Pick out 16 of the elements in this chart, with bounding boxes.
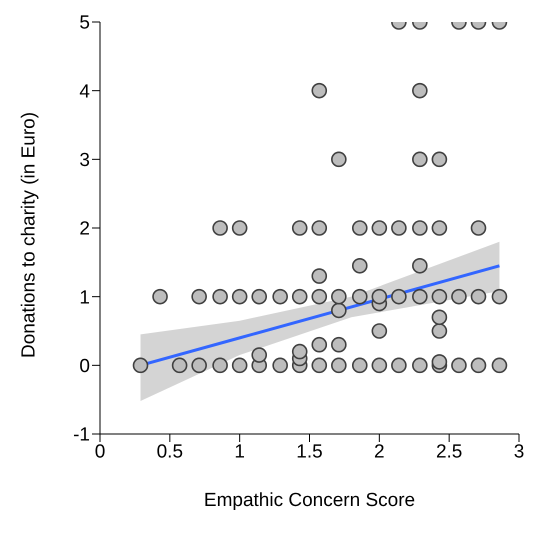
y-tick-label: 3 bbox=[79, 150, 90, 172]
y-tick-label: 0 bbox=[79, 356, 90, 378]
x-tick-label: 0.5 bbox=[156, 441, 184, 462]
y-tick-label: 1 bbox=[79, 287, 90, 308]
y-tick-label: 4 bbox=[79, 81, 90, 102]
x-tick-label: 0 bbox=[94, 441, 106, 462]
x-tick-label: 1.5 bbox=[296, 441, 323, 462]
y-tick-label: 2 bbox=[79, 218, 90, 240]
y-tick-label: -1 bbox=[73, 424, 90, 446]
y-tick-label: 5 bbox=[79, 12, 90, 34]
x-tick-label: 2 bbox=[374, 441, 385, 462]
x-tick-label: 3 bbox=[514, 441, 524, 462]
y-axis-title: Donations to charity (in Euro) bbox=[18, 112, 40, 358]
x-tick-label: 1 bbox=[234, 441, 245, 462]
x-tick-label: 2.5 bbox=[436, 441, 462, 462]
x-axis-title: Empathic Concern Score bbox=[204, 490, 416, 511]
